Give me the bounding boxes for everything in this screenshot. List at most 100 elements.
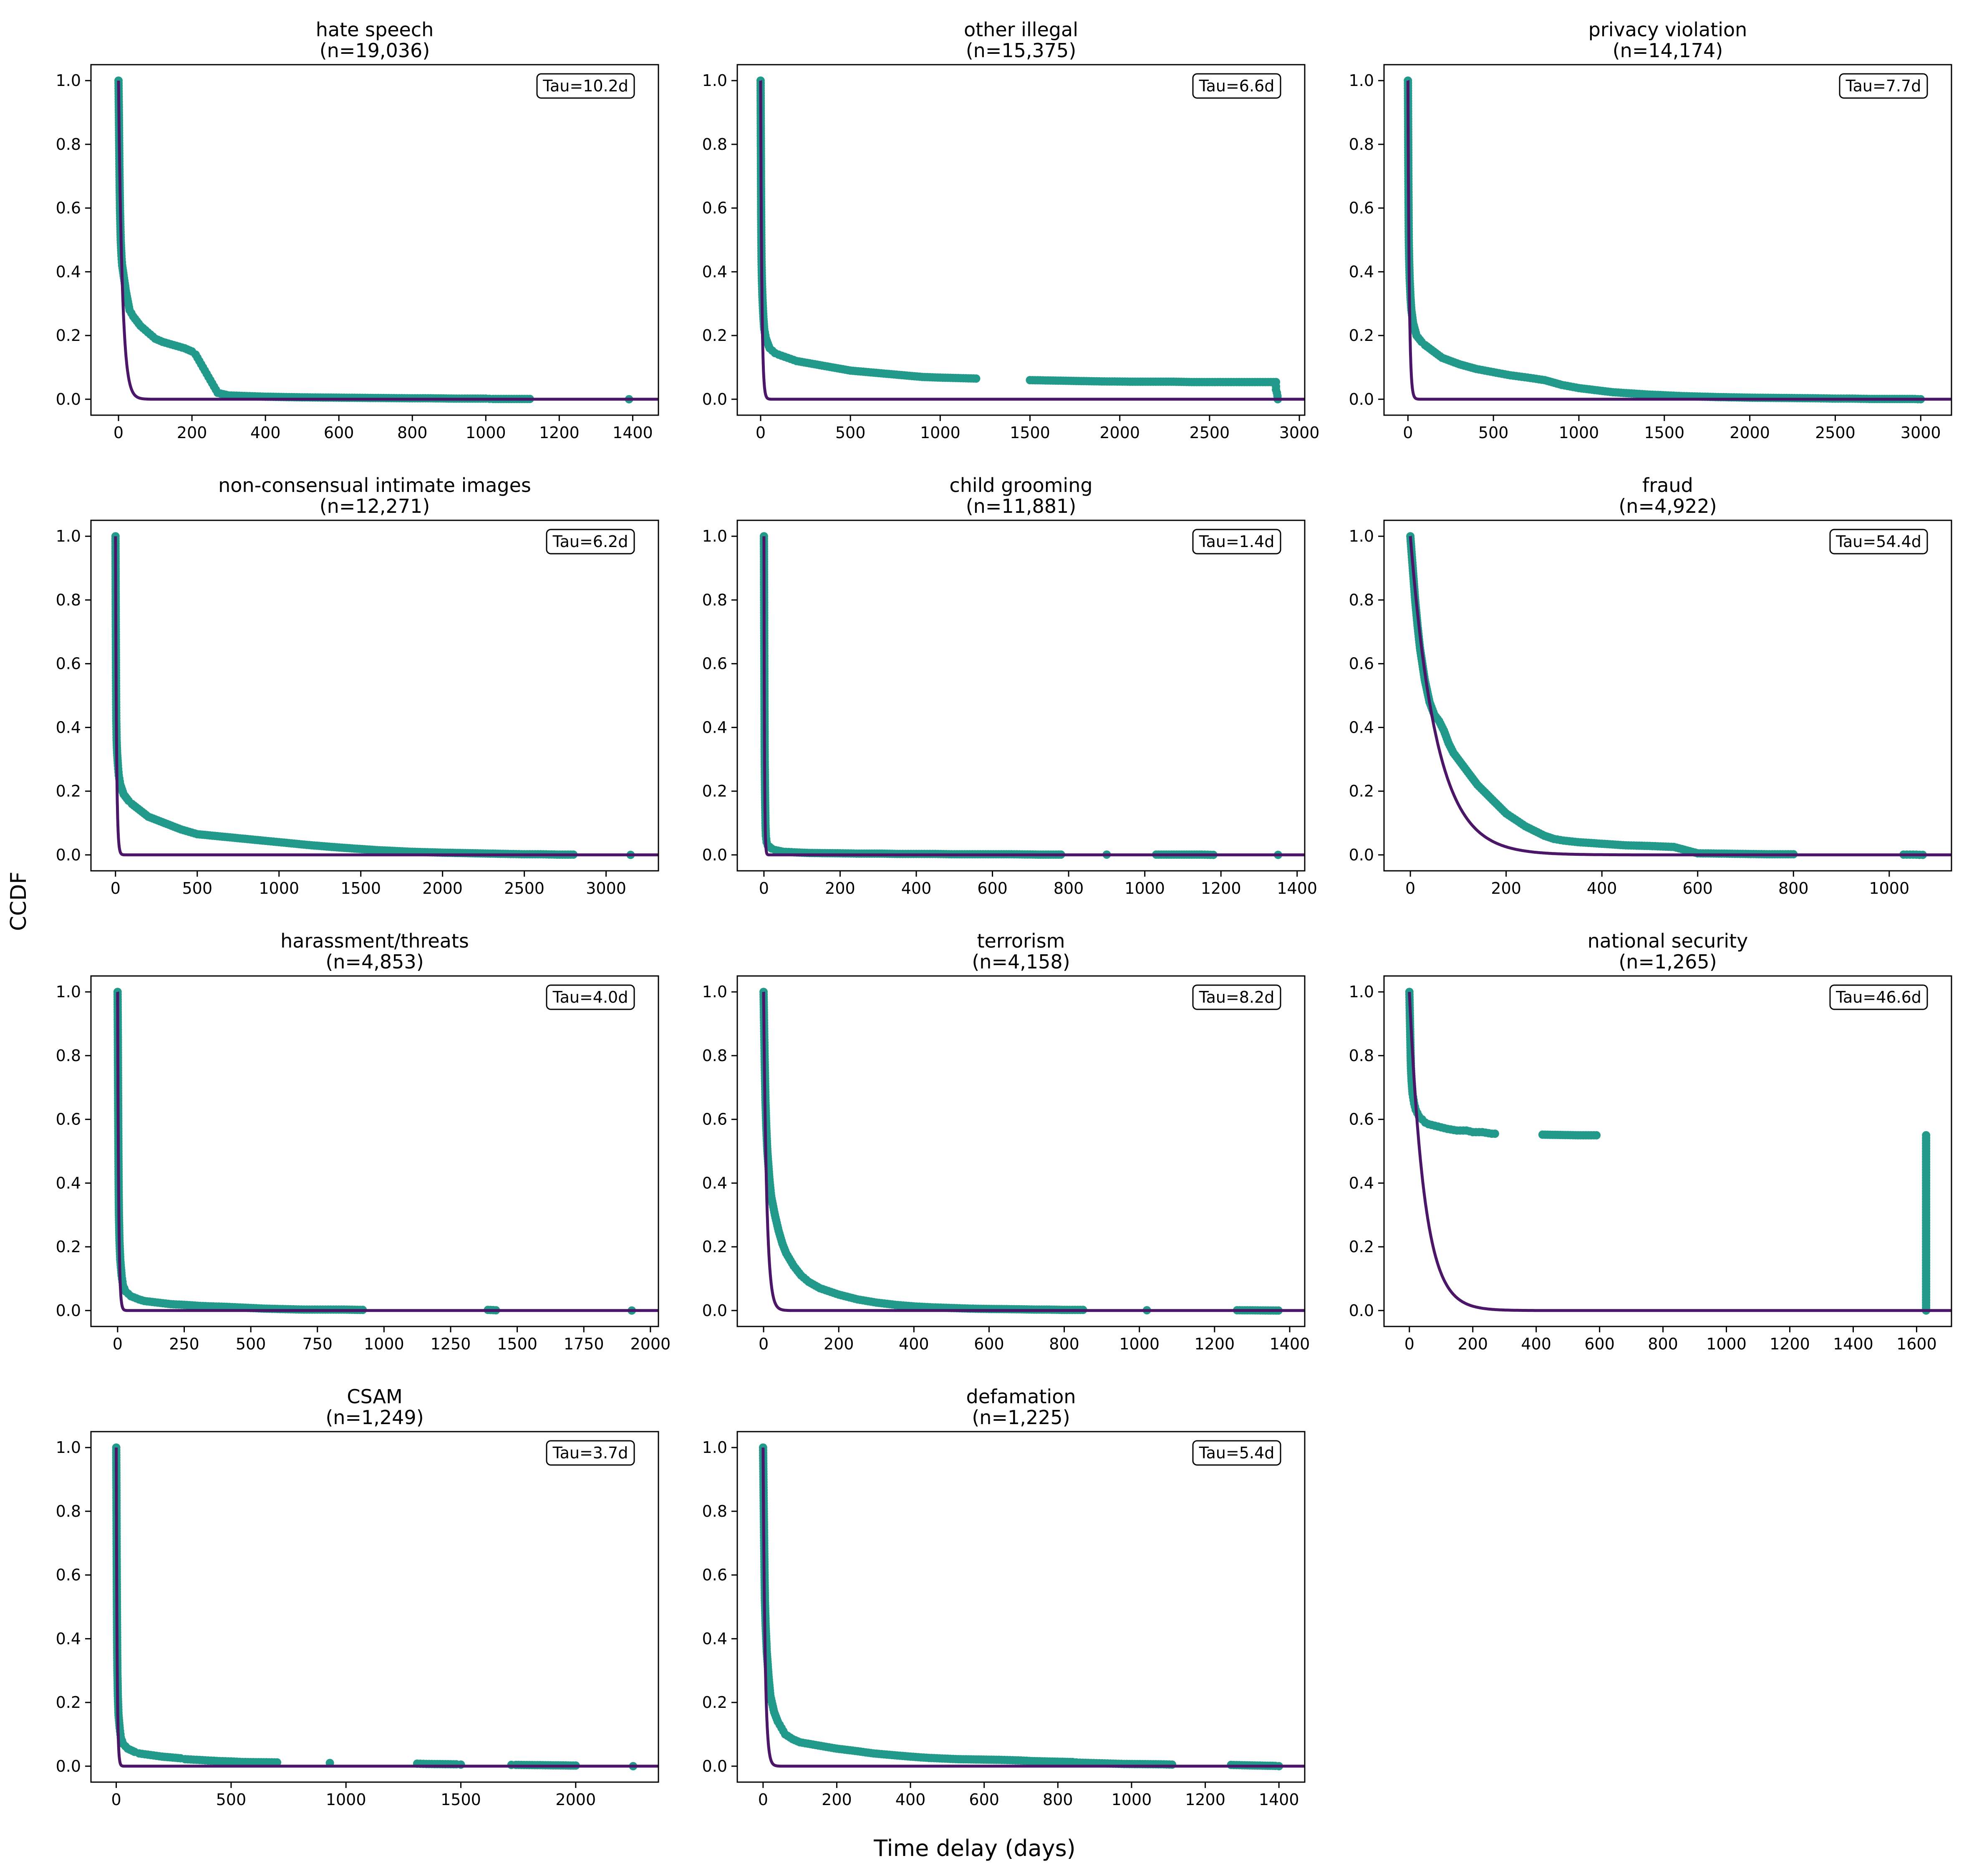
panel-data-layer bbox=[113, 988, 658, 1315]
x-tick-label: 2000 bbox=[1729, 424, 1770, 442]
x-tick-label: 1000 bbox=[1869, 879, 1909, 898]
x-tick-label: 2500 bbox=[1190, 424, 1230, 442]
x-tick-label: 0 bbox=[756, 424, 766, 442]
panel-3: non-consensual intimate images(n=12,271)… bbox=[56, 474, 659, 898]
x-tick-label: 800 bbox=[1049, 1335, 1079, 1353]
empirical-point bbox=[273, 1758, 281, 1767]
tau-label: Tau=46.6d bbox=[1835, 988, 1921, 1006]
panel-grid: hate speech(n=19,036) 0 200 400 600 800 1000 12… bbox=[56, 18, 1952, 1809]
y-tick-label: 1.0 bbox=[1349, 527, 1374, 545]
panel-data-layer bbox=[759, 988, 1305, 1315]
panel-n-label: (n=4,853) bbox=[325, 951, 424, 973]
axes-frame bbox=[1383, 975, 1952, 1327]
x-tick-label: 200 bbox=[1491, 879, 1521, 898]
y-tick-label: 0.4 bbox=[702, 1174, 727, 1192]
x-tick-label: 2000 bbox=[1099, 424, 1140, 442]
y-tick-label: 0.4 bbox=[702, 1629, 727, 1648]
tau-label: Tau=6.6d bbox=[1199, 77, 1275, 95]
x-tick-label: 3000 bbox=[586, 879, 626, 898]
tau-box bbox=[546, 984, 635, 1010]
x-tick-label: 800 bbox=[397, 424, 428, 442]
axes-frame bbox=[736, 975, 1306, 1327]
y-tick-label: 1.0 bbox=[1349, 983, 1374, 1001]
x-tick-label: 2000 bbox=[555, 1790, 596, 1809]
fit-curve bbox=[1408, 992, 1951, 1312]
y-tick-label: 0.4 bbox=[1349, 718, 1374, 736]
x-tick-label: 1200 bbox=[1201, 879, 1241, 898]
panel-4: child grooming(n=11,881) 0 200 400 600 800 100… bbox=[702, 474, 1318, 898]
y-tick-label: 0.2 bbox=[1349, 782, 1374, 800]
tau-label: Tau=6.2d bbox=[552, 532, 628, 551]
panel-title: defamation bbox=[966, 1385, 1076, 1408]
tau-label: Tau=7.7d bbox=[1845, 77, 1921, 95]
fit-curve bbox=[762, 991, 1305, 1312]
y-tick-label: 0.4 bbox=[702, 718, 727, 736]
tau-label: Tau=8.2d bbox=[1199, 988, 1275, 1006]
y-tick-label: 0.2 bbox=[56, 1693, 81, 1712]
y-tick-label: 0.2 bbox=[1349, 326, 1374, 345]
x-tick-label: 200 bbox=[824, 1335, 854, 1353]
panel-data-layer bbox=[111, 532, 658, 859]
y-tick-label: 0.0 bbox=[1349, 1301, 1374, 1320]
tau-box bbox=[1192, 984, 1281, 1010]
fit-curve bbox=[114, 536, 658, 857]
panel-n-label: (n=1,265) bbox=[1619, 951, 1717, 973]
x-tick-label: 0 bbox=[1404, 1335, 1414, 1353]
y-tick-label: 0.2 bbox=[1349, 1238, 1374, 1256]
panel-7: terrorism(n=4,158) 0 200 400 600 800 1000 1200 1… bbox=[702, 930, 1310, 1353]
y-tick-label: 0.0 bbox=[56, 1301, 81, 1320]
x-tick-label: 3000 bbox=[1901, 424, 1941, 442]
y-tick-label: 0.4 bbox=[1349, 262, 1374, 281]
fit-curve bbox=[1406, 80, 1951, 401]
x-tick-label: 600 bbox=[324, 424, 354, 442]
y-tick-label: 0.8 bbox=[702, 1046, 727, 1065]
panel-n-label: (n=4,922) bbox=[1619, 495, 1717, 517]
x-tick-label: 200 bbox=[825, 879, 855, 898]
y-tick-label: 0.0 bbox=[56, 1757, 81, 1775]
tau-box bbox=[1829, 529, 1928, 555]
panel-title: terrorism bbox=[977, 930, 1065, 952]
tau-label: Tau=3.7d bbox=[552, 1444, 628, 1462]
x-tick-label: 500 bbox=[182, 879, 212, 898]
panel-9: CSAM(n=1,249) 0 500 1000 1500 2000 0.0 0.2 0.4 0.… bbox=[56, 1385, 659, 1809]
x-tick-label: 1250 bbox=[431, 1335, 471, 1353]
y-tick-label: 0.0 bbox=[56, 390, 81, 408]
panel-title: harassment/threats bbox=[280, 930, 469, 952]
y-tick-label: 0.6 bbox=[1349, 1110, 1374, 1129]
y-tick-label: 0.0 bbox=[56, 846, 81, 864]
y-tick-label: 0.8 bbox=[56, 1502, 81, 1520]
y-tick-label: 0.0 bbox=[702, 846, 727, 864]
x-tick-label: 1000 bbox=[1112, 1790, 1152, 1809]
y-tick-label: 0.8 bbox=[702, 1502, 727, 1520]
y-tick-label: 0.2 bbox=[702, 782, 727, 800]
x-tick-label: 1000 bbox=[364, 1335, 404, 1353]
panel-8: national security(n=1,265) 0 200 400 600 800 1… bbox=[1349, 930, 1952, 1353]
empirical-point bbox=[972, 374, 981, 383]
x-tick-label: 1400 bbox=[613, 424, 653, 442]
x-tick-label: 200 bbox=[177, 424, 207, 442]
x-tick-label: 1000 bbox=[920, 424, 961, 442]
tau-label: Tau=4.0d bbox=[552, 988, 628, 1006]
panel-5: fraud(n=4,922) 0 200 400 600 800 1000 0.0 0.2 0.4… bbox=[1349, 474, 1952, 898]
x-tick-label: 1000 bbox=[1119, 1335, 1160, 1353]
axes-frame bbox=[90, 975, 659, 1327]
x-tick-label: 0 bbox=[1405, 879, 1415, 898]
x-tick-label: 1500 bbox=[497, 1335, 537, 1353]
y-tick-label: 0.4 bbox=[56, 1629, 81, 1648]
panel-1: other illegal(n=15,375) 0 500 1000 1500 2000 2… bbox=[702, 18, 1320, 442]
y-tick-label: 1.0 bbox=[702, 71, 727, 90]
x-tick-label: 2000 bbox=[422, 879, 463, 898]
y-tick-label: 0.8 bbox=[56, 135, 81, 154]
x-tick-label: 200 bbox=[1457, 1335, 1488, 1353]
axes-frame bbox=[90, 1431, 659, 1783]
x-tick-label: 600 bbox=[1682, 879, 1713, 898]
x-tick-label: 750 bbox=[302, 1335, 333, 1353]
panel-title: hate speech bbox=[316, 18, 434, 41]
tau-box bbox=[546, 1440, 635, 1466]
x-tick-label: 1000 bbox=[1706, 1335, 1747, 1353]
fit-curve bbox=[115, 1447, 658, 1768]
panel-data-layer bbox=[1406, 532, 1951, 859]
tau-label: Tau=10.2d bbox=[542, 77, 628, 95]
